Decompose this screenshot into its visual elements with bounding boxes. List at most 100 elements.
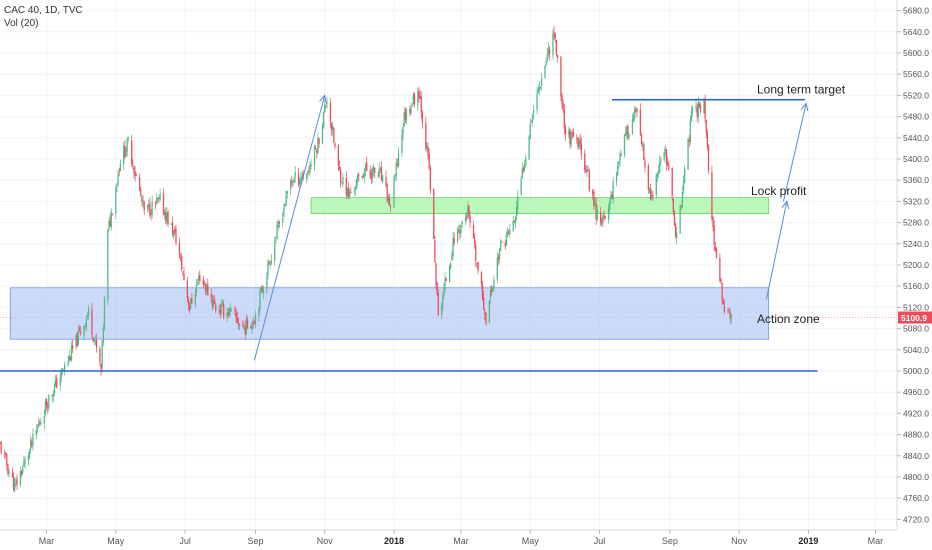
candle-body [131, 140, 133, 165]
candle-body [230, 309, 233, 311]
candle-body [676, 232, 678, 239]
candle-body [730, 313, 732, 319]
candle-body [388, 197, 391, 206]
candle-body [568, 130, 570, 136]
candle-body [459, 230, 461, 234]
candle-body [6, 454, 8, 466]
candle-body [268, 261, 270, 265]
candle-body [644, 161, 646, 168]
candle-body [211, 299, 213, 306]
candle-body [417, 92, 419, 106]
y-tick-label: 5600.0 [903, 48, 929, 58]
candle-body [727, 311, 729, 313]
candle-body [143, 202, 145, 211]
candle-body [103, 298, 106, 330]
candle-body [409, 108, 411, 114]
candle-body [647, 165, 649, 190]
y-tick-label: 4760.0 [903, 493, 929, 503]
candle-body [276, 225, 278, 239]
candle-body [157, 197, 159, 200]
candle-body [372, 166, 375, 171]
candle-body [345, 177, 347, 196]
candle-body [434, 240, 436, 262]
candle-body [379, 168, 382, 171]
candle-body [631, 118, 634, 135]
candle-body [364, 164, 367, 171]
candle-body [687, 138, 689, 170]
candle-body [485, 313, 487, 325]
candle-body [684, 167, 686, 184]
candle-body [602, 215, 604, 222]
candle-body [410, 108, 412, 114]
candle-body [293, 177, 295, 183]
candle-body [310, 164, 312, 166]
candle-body [107, 229, 109, 301]
candle-body [371, 169, 374, 179]
candle-body [167, 211, 169, 225]
candle-body [682, 181, 685, 191]
candle-body [715, 248, 718, 258]
candle-body [174, 228, 176, 232]
candle-body [91, 309, 93, 335]
candle-body [325, 105, 327, 108]
candle-body [291, 181, 293, 183]
y-tick-label: 4920.0 [903, 408, 929, 418]
candle-body [285, 191, 287, 206]
candle-body [150, 213, 152, 215]
candle-body [533, 109, 535, 113]
y-tick-label: 5320.0 [903, 196, 929, 206]
candle-body [577, 137, 579, 147]
candle-body [663, 152, 665, 160]
candle-body [689, 120, 691, 142]
candle-body [651, 194, 653, 200]
candle-body [729, 311, 731, 318]
y-tick-label: 5120.0 [903, 302, 929, 312]
candle-body [572, 131, 575, 137]
candle-body [317, 138, 319, 154]
candle-body [396, 163, 399, 166]
candle-body [489, 290, 492, 299]
candle-body [186, 280, 188, 299]
candle-body [44, 400, 47, 415]
candle-body [522, 168, 525, 172]
candle-body [490, 287, 493, 293]
candle-body [76, 332, 78, 346]
candle-body [330, 123, 333, 131]
x-tick-label: Sep [662, 536, 678, 546]
candle-body [292, 181, 294, 183]
candle-body [706, 132, 709, 148]
candle-body [377, 174, 379, 176]
candle-body [720, 279, 722, 282]
candle-body [592, 190, 594, 194]
candle-body [673, 210, 676, 226]
candle-body [680, 206, 682, 207]
candle-body [719, 258, 721, 282]
candle-body [402, 127, 404, 135]
candle-body [473, 237, 476, 245]
candle-body [413, 93, 416, 105]
candle-body [561, 95, 563, 105]
candle-body [213, 299, 216, 304]
candle-body [158, 197, 160, 199]
annotation-labels: Action zone Lock profit Long term target [751, 83, 846, 326]
candle-body [269, 264, 271, 266]
annotation-arrows [253, 94, 809, 361]
candle-body [564, 127, 567, 136]
candle-body [426, 146, 428, 150]
candle-body [610, 194, 612, 200]
candle-body [538, 86, 540, 91]
candle-body [56, 377, 58, 388]
candle-body [146, 205, 149, 210]
candle-body [228, 308, 231, 316]
candle-body [461, 221, 463, 225]
candle-body [226, 311, 228, 317]
arrow-head [781, 200, 790, 210]
candle-body [412, 94, 414, 105]
arrow-head [800, 102, 809, 112]
candle-body [316, 149, 318, 153]
candle-body [132, 165, 134, 167]
candle-body [429, 168, 431, 191]
candle-body [540, 78, 543, 86]
candle-body [681, 192, 684, 207]
